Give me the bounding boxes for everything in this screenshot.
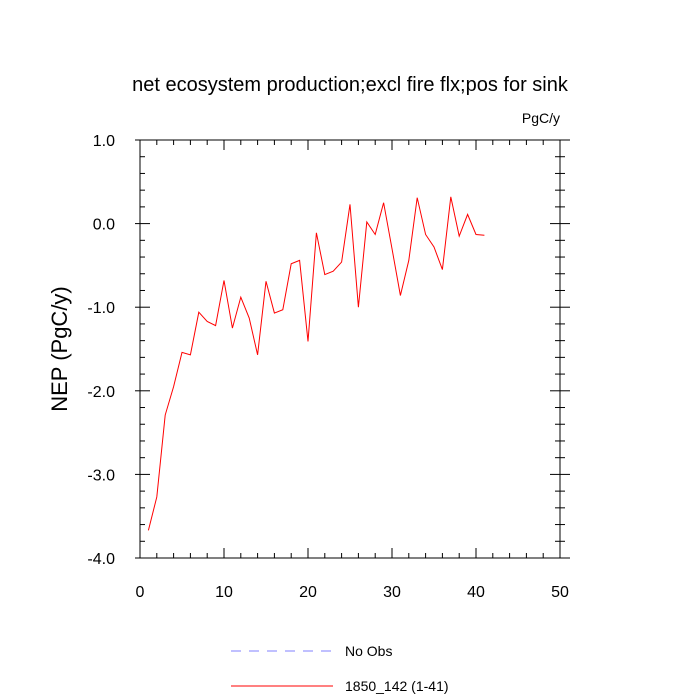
y-tick-label: 1.0 bbox=[93, 133, 115, 150]
axis-tick-labels: 0 10 20 30 40 50 1.0 0.0 -1.0 -2.0 -3.0 -4.0 bbox=[87, 133, 569, 601]
y-tick-label: -4.0 bbox=[87, 551, 115, 568]
y-tick-label: -1.0 bbox=[87, 300, 115, 317]
plot-frame bbox=[139, 139, 561, 559]
x-tick-label: 50 bbox=[551, 584, 569, 601]
x-tick-label: 30 bbox=[383, 584, 401, 601]
x-tick-label: 0 bbox=[136, 584, 145, 601]
x-tick-label: 10 bbox=[215, 584, 233, 601]
x-tick-label: 40 bbox=[467, 584, 485, 601]
series-line bbox=[147, 196, 485, 531]
y-tick-label: -3.0 bbox=[87, 467, 115, 484]
x-tick-label: 20 bbox=[299, 584, 317, 601]
axis-ticks bbox=[135, 139, 570, 559]
y-tick-label: 0.0 bbox=[93, 217, 115, 234]
y-tick-label: -2.0 bbox=[87, 384, 115, 401]
legend-label: No Obs bbox=[345, 643, 392, 659]
units-label: PgC/y bbox=[522, 110, 560, 126]
legend-label: 1850_142 (1-41) bbox=[345, 678, 449, 694]
legend: No Obs 1850_142 (1-41) bbox=[231, 643, 449, 694]
series-layer bbox=[147, 196, 485, 531]
chart-title: net ecosystem production;excl fire flx;p… bbox=[132, 74, 569, 96]
y-axis-label: NEP (PgC/y) bbox=[47, 286, 72, 412]
